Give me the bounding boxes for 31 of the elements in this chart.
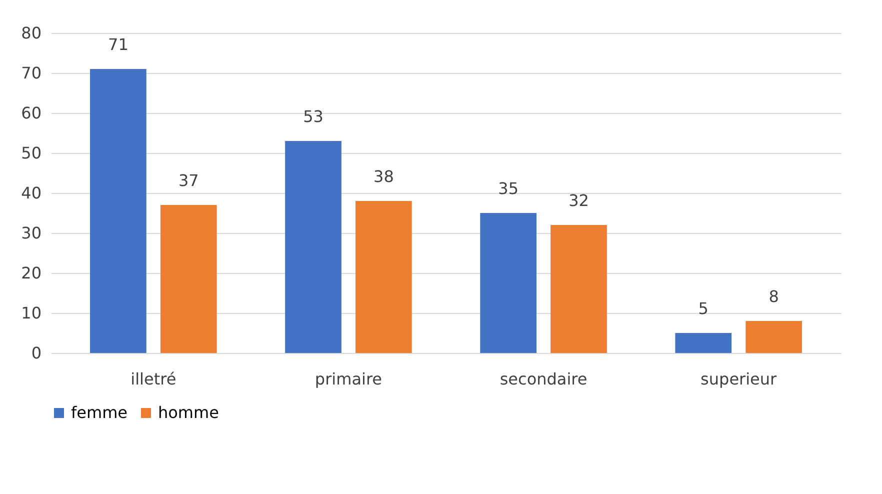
data-label: 37	[178, 171, 199, 190]
x-tick-label: superieur	[700, 370, 778, 388]
bar	[675, 333, 732, 353]
bar	[480, 213, 536, 353]
y-tick-label: 60	[21, 104, 42, 122]
data-label: 5	[698, 299, 708, 318]
y-tick-label: 30	[21, 224, 42, 242]
bar	[160, 205, 217, 353]
x-tick-label: illetré	[130, 370, 176, 388]
y-tick-label: 0	[31, 344, 42, 362]
legend-label: homme	[158, 403, 219, 422]
data-label: 8	[768, 287, 779, 306]
data-label: 35	[498, 179, 518, 198]
bar	[356, 201, 412, 353]
y-tick-label: 80	[21, 24, 42, 42]
data-label: 38	[374, 167, 394, 186]
x-tick-label: primaire	[314, 370, 382, 388]
data-label: 71	[108, 35, 128, 54]
bar	[285, 141, 342, 353]
bar	[90, 69, 146, 353]
bar	[746, 321, 802, 353]
y-tick-label: 10	[21, 304, 42, 322]
y-tick-label: 20	[21, 264, 42, 282]
data-label: 32	[568, 191, 589, 210]
data-label: 53	[303, 107, 324, 126]
y-tick-label: 70	[21, 64, 42, 82]
bar	[550, 225, 607, 353]
y-tick-label: 50	[21, 144, 42, 162]
legend-label: femme	[71, 403, 128, 422]
x-tick-label: secondaire	[500, 370, 588, 388]
y-tick-label: 40	[21, 184, 42, 202]
